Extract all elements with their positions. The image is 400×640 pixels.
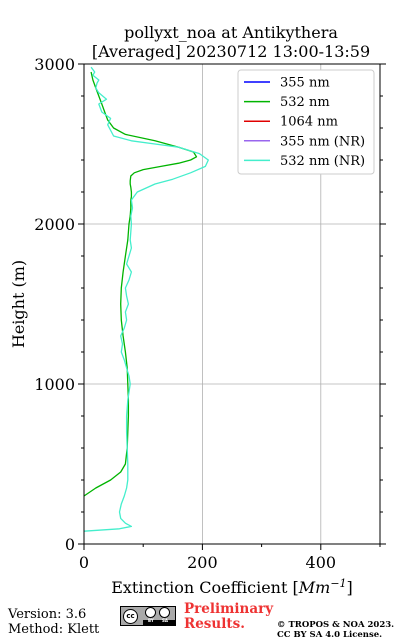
cc-label-strip: BY SA xyxy=(143,618,175,625)
cc-license-badge: cc BY SA xyxy=(120,606,176,626)
y-tick-label: 2000 xyxy=(34,215,75,234)
series-line-532-nm-nr- xyxy=(83,66,209,532)
y-axis-label: Height (m) xyxy=(9,260,28,348)
copyright-line-1: © TROPOS & NOA 2023. xyxy=(277,620,395,630)
copyright-line-2: CC BY SA 4.0 License. xyxy=(277,630,383,640)
x-axis-label-close: ] xyxy=(347,578,353,597)
legend-label: 355 nm (NR) xyxy=(280,134,365,149)
preliminary-notice: Preliminary Results. xyxy=(184,602,273,632)
legend-label: 355 nm xyxy=(280,76,330,91)
x-axis-label-unit: Mm xyxy=(298,578,331,597)
preliminary-line-1: Preliminary xyxy=(184,601,274,617)
legend-label: 1064 nm xyxy=(280,115,338,130)
by-icon xyxy=(145,607,156,618)
method-text: Method: Klett xyxy=(8,622,100,637)
chart-title-line-1: pollyxt_noa at Antikythera xyxy=(124,23,338,42)
version-text: Version: 3.6 xyxy=(8,607,87,622)
legend-label: 532 nm (NR) xyxy=(280,154,365,169)
y-tick-label: 0 xyxy=(65,535,75,554)
badge-by-text: BY xyxy=(148,618,154,623)
legend-box xyxy=(237,69,375,175)
legend: 355 nm 532 nm 1064 nm 355 nm (NR) 532 nm (NR… xyxy=(237,69,375,175)
series-line-532-nm xyxy=(83,71,198,497)
x-tick-label: 400 xyxy=(306,553,337,572)
y-tick-label: 3000 xyxy=(34,55,75,74)
chart-title-line-2: [Averaged] 20230712 13:00-13:59 xyxy=(92,42,370,61)
copyright-notice: © TROPOS & NOA 2023. CC BY SA 4.0 Licens… xyxy=(277,620,394,640)
sa-icon xyxy=(159,607,170,618)
cc-icon: cc xyxy=(123,609,138,624)
x-axis-label-main: Extinction Coefficient [ xyxy=(111,578,299,597)
legend-label: 532 nm xyxy=(280,95,330,110)
preliminary-line-2: Results. xyxy=(184,616,245,632)
series-layer xyxy=(83,66,209,532)
y-tick-label: 1000 xyxy=(34,375,75,394)
ticks: 0 200 400 0 1000 2000 3000 xyxy=(34,55,386,572)
x-axis-label-exponent: −1 xyxy=(330,577,346,590)
plot-frame xyxy=(83,63,381,545)
badge-sa-text: SA xyxy=(162,618,168,623)
x-axis-label: Extinction Coefficient [Mm−1] xyxy=(111,577,353,597)
x-tick-label: 200 xyxy=(187,553,218,572)
x-tick-label: 0 xyxy=(79,553,89,572)
